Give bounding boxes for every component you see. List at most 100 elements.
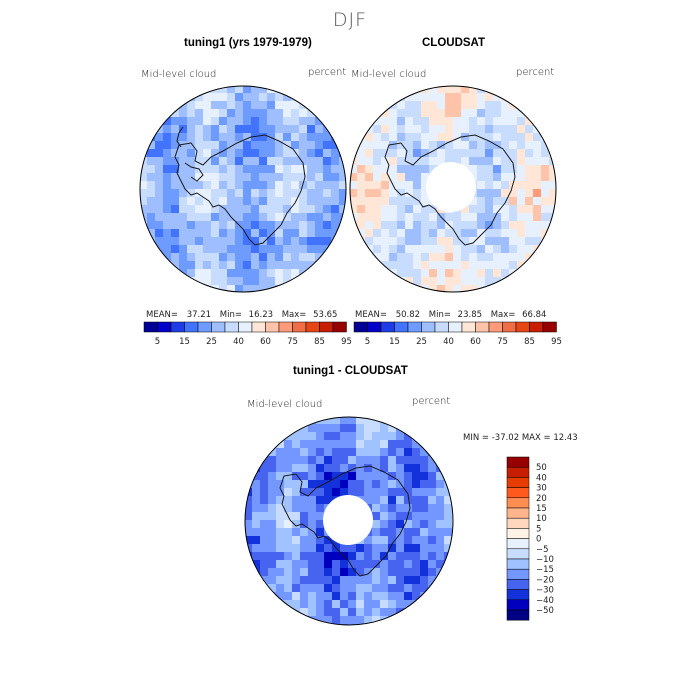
field-cell [252, 544, 261, 553]
field-cell [275, 197, 284, 206]
field-cell [380, 608, 389, 617]
field-cell [252, 417, 261, 425]
field-cell [284, 480, 293, 489]
field-cell [331, 245, 340, 254]
field-cell [292, 584, 301, 593]
field-cell [350, 141, 358, 150]
field-cell [203, 93, 212, 102]
field-cell [372, 616, 381, 625]
colorbar-tick-label: 5 [365, 337, 370, 347]
field-cell [509, 253, 518, 262]
field-cell [485, 133, 494, 142]
field-cell [444, 592, 453, 601]
colorbar-swatch [506, 477, 530, 488]
field-cell [187, 189, 196, 198]
field-cell [388, 456, 397, 465]
panel-2-title: CLOUDSAT [422, 37, 486, 49]
field-cell [445, 277, 454, 286]
field-cell [364, 424, 373, 433]
field-cell [461, 133, 470, 142]
field-cell [260, 568, 269, 577]
field-cell [429, 261, 438, 270]
field-cell [533, 117, 542, 126]
field-cell [203, 261, 212, 270]
field-cell [350, 117, 358, 126]
field-cell [299, 141, 308, 150]
field-cell [179, 189, 188, 198]
field-cell [501, 165, 510, 174]
field-cell [477, 197, 486, 206]
field-cell [372, 568, 381, 577]
field-cell [245, 432, 253, 441]
field-cell [260, 544, 269, 553]
field-cell [413, 229, 422, 238]
field-cell [340, 488, 349, 497]
field-cell [397, 157, 406, 166]
field-cell [469, 101, 478, 110]
field-cell [509, 157, 518, 166]
field-cell [437, 269, 446, 278]
field-cell [357, 157, 366, 166]
field-cell [396, 560, 405, 569]
field-cell [187, 86, 196, 94]
field-cell [219, 189, 228, 198]
field-cell [452, 536, 453, 545]
field-cell [420, 456, 429, 465]
field-cell [211, 157, 220, 166]
field-cell [140, 181, 148, 190]
field-cell [517, 86, 526, 94]
field-cell [549, 86, 556, 94]
field-cell [284, 560, 293, 569]
field-cell [501, 157, 510, 166]
field-cell [373, 117, 382, 126]
field-cell [211, 277, 220, 286]
field-cell [413, 149, 422, 158]
field-cell [493, 101, 502, 110]
field-cell [291, 125, 300, 134]
field-cell [316, 432, 325, 441]
field-cell [445, 245, 454, 254]
field-cell [203, 197, 212, 206]
field-cell [323, 157, 332, 166]
panel-1-mean-value: 37.21 [186, 310, 212, 320]
field-cell [187, 221, 196, 230]
field-cell [381, 181, 390, 190]
field-cell [541, 197, 550, 206]
field-cell [428, 608, 437, 617]
field-cell [276, 424, 285, 433]
field-cell [283, 165, 292, 174]
field-cell [260, 432, 269, 441]
field-cell [549, 117, 556, 126]
field-cell [405, 141, 414, 150]
field-cell [364, 432, 373, 441]
field-cell [485, 197, 494, 206]
field-cell [323, 101, 332, 110]
field-cell [332, 480, 341, 489]
field-cell [405, 133, 414, 142]
field-cell [381, 133, 390, 142]
field-cell [541, 277, 550, 286]
colorbar-swatch [143, 321, 158, 333]
field-cell [252, 592, 261, 601]
field-cell [275, 277, 284, 286]
colorbar-tick-label: 0 [536, 535, 541, 545]
field-cell [493, 277, 502, 286]
field-cell [350, 173, 358, 182]
field-cell [477, 93, 486, 102]
field-cell [267, 141, 276, 150]
field-cell [525, 101, 534, 110]
colorbar-tick-label: 15 [389, 337, 400, 347]
field-cell [179, 141, 188, 150]
field-cell [163, 165, 172, 174]
field-cell [501, 285, 510, 292]
field-cell [533, 205, 542, 214]
field-cell [243, 109, 252, 118]
field-cell [444, 608, 453, 617]
field-cell [436, 560, 445, 569]
field-cell [268, 512, 277, 521]
field-cell [245, 560, 253, 569]
field-cell [373, 277, 382, 286]
field-cell [299, 205, 308, 214]
field-cell [356, 592, 365, 601]
panel-1-stats: MEAN= 37.21 Min= 16.23 Max= 53.65 [146, 310, 337, 320]
